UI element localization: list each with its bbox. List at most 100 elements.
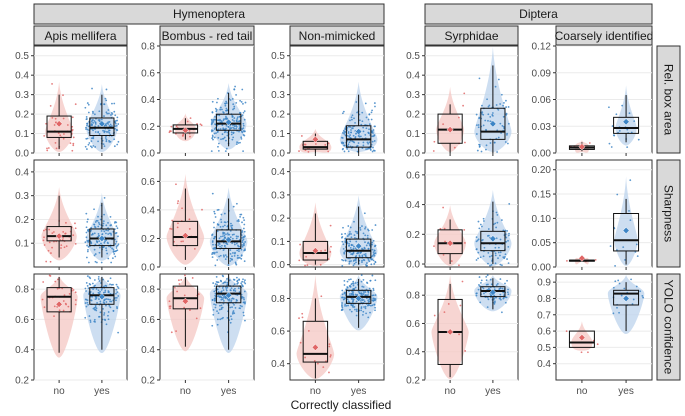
data-point: [497, 257, 499, 260]
data-point: [222, 289, 225, 292]
data-point: [101, 233, 104, 236]
data-point: [231, 258, 233, 261]
data-point: [86, 122, 89, 125]
mean-marker: [355, 128, 363, 136]
data-point: [108, 304, 111, 307]
data-point: [504, 141, 507, 143]
data-point: [72, 289, 75, 291]
data-point: [114, 125, 117, 128]
data-point: [229, 99, 232, 101]
data-point: [350, 260, 352, 262]
y-tick-label: 0.0: [141, 149, 155, 160]
data-point: [479, 223, 482, 226]
data-point: [214, 216, 217, 218]
data-point: [108, 139, 110, 142]
box-yes: [215, 113, 242, 131]
data-point: [59, 134, 62, 137]
data-point: [213, 136, 216, 139]
data-point: [350, 292, 353, 295]
data-point: [85, 128, 87, 131]
data-point: [92, 112, 94, 114]
data-point: [362, 126, 365, 129]
data-point: [53, 315, 55, 318]
points-yes: [211, 274, 247, 334]
data-point: [224, 258, 227, 261]
data-point: [235, 202, 238, 205]
y-tick-label: 0.4: [537, 359, 551, 370]
data-point: [223, 236, 226, 239]
data-point: [56, 287, 59, 290]
data-point: [350, 129, 352, 131]
data-point: [92, 129, 94, 132]
data-point: [360, 292, 363, 295]
data-point: [219, 225, 222, 228]
mean-marker: [181, 232, 189, 240]
data-point: [214, 116, 216, 118]
violin-yes: [210, 83, 247, 150]
data-point: [231, 237, 234, 240]
data-point: [114, 238, 116, 241]
mean-marker: [489, 288, 497, 296]
data-point: [93, 120, 96, 122]
data-point: [329, 354, 332, 356]
data-point: [225, 242, 228, 245]
data-point: [363, 300, 366, 303]
data-point: [43, 306, 46, 309]
data-point: [222, 137, 225, 140]
data-point: [366, 148, 369, 150]
data-point: [114, 114, 117, 117]
data-point: [234, 287, 236, 290]
data-point: [233, 312, 236, 315]
data-point: [94, 243, 97, 246]
data-point: [67, 305, 70, 308]
data-point: [188, 228, 191, 230]
data-point: [220, 221, 223, 224]
data-point: [352, 134, 355, 137]
box-yes: [613, 213, 640, 252]
y-tick-label: 0.8: [141, 285, 155, 296]
data-point: [343, 252, 346, 255]
panel: 0.0 0.1 0.2 0.3 0.4 0.5: [406, 45, 519, 160]
y-tick-label: 0.5: [537, 343, 551, 354]
data-point: [490, 254, 493, 257]
data-point: [87, 261, 90, 264]
data-point: [85, 116, 88, 118]
data-point: [355, 314, 358, 317]
data-point: [499, 278, 502, 280]
data-point: [621, 104, 624, 107]
box-no: [46, 226, 72, 242]
data-point: [487, 298, 490, 301]
data-point: [242, 111, 245, 114]
data-point: [360, 274, 363, 277]
column-strip: [424, 25, 519, 46]
data-point: [350, 283, 353, 286]
data-point: [484, 119, 487, 122]
data-point: [226, 277, 228, 280]
data-point: [363, 306, 365, 308]
data-point: [221, 133, 224, 136]
data-point: [177, 200, 180, 202]
data-point: [108, 121, 111, 123]
data-point: [433, 245, 435, 248]
data-point: [494, 262, 497, 265]
data-point: [228, 233, 231, 236]
data-point: [107, 229, 109, 232]
data-point: [52, 231, 55, 233]
data-point: [92, 144, 95, 147]
data-point: [93, 285, 96, 288]
data-point: [361, 293, 364, 296]
data-point: [612, 312, 615, 315]
points-no: [298, 295, 332, 374]
y-tick-label: 0.8: [271, 294, 285, 305]
data-point: [478, 227, 481, 230]
data-point: [244, 101, 247, 104]
data-point: [85, 236, 88, 239]
x-tick-label: yes: [618, 386, 634, 397]
data-point: [356, 232, 359, 235]
data-point: [212, 313, 215, 316]
data-point: [614, 280, 617, 283]
data-point: [368, 243, 371, 245]
x-tick-label: yes: [485, 386, 501, 397]
data-point: [213, 297, 216, 300]
data-point: [103, 313, 105, 316]
